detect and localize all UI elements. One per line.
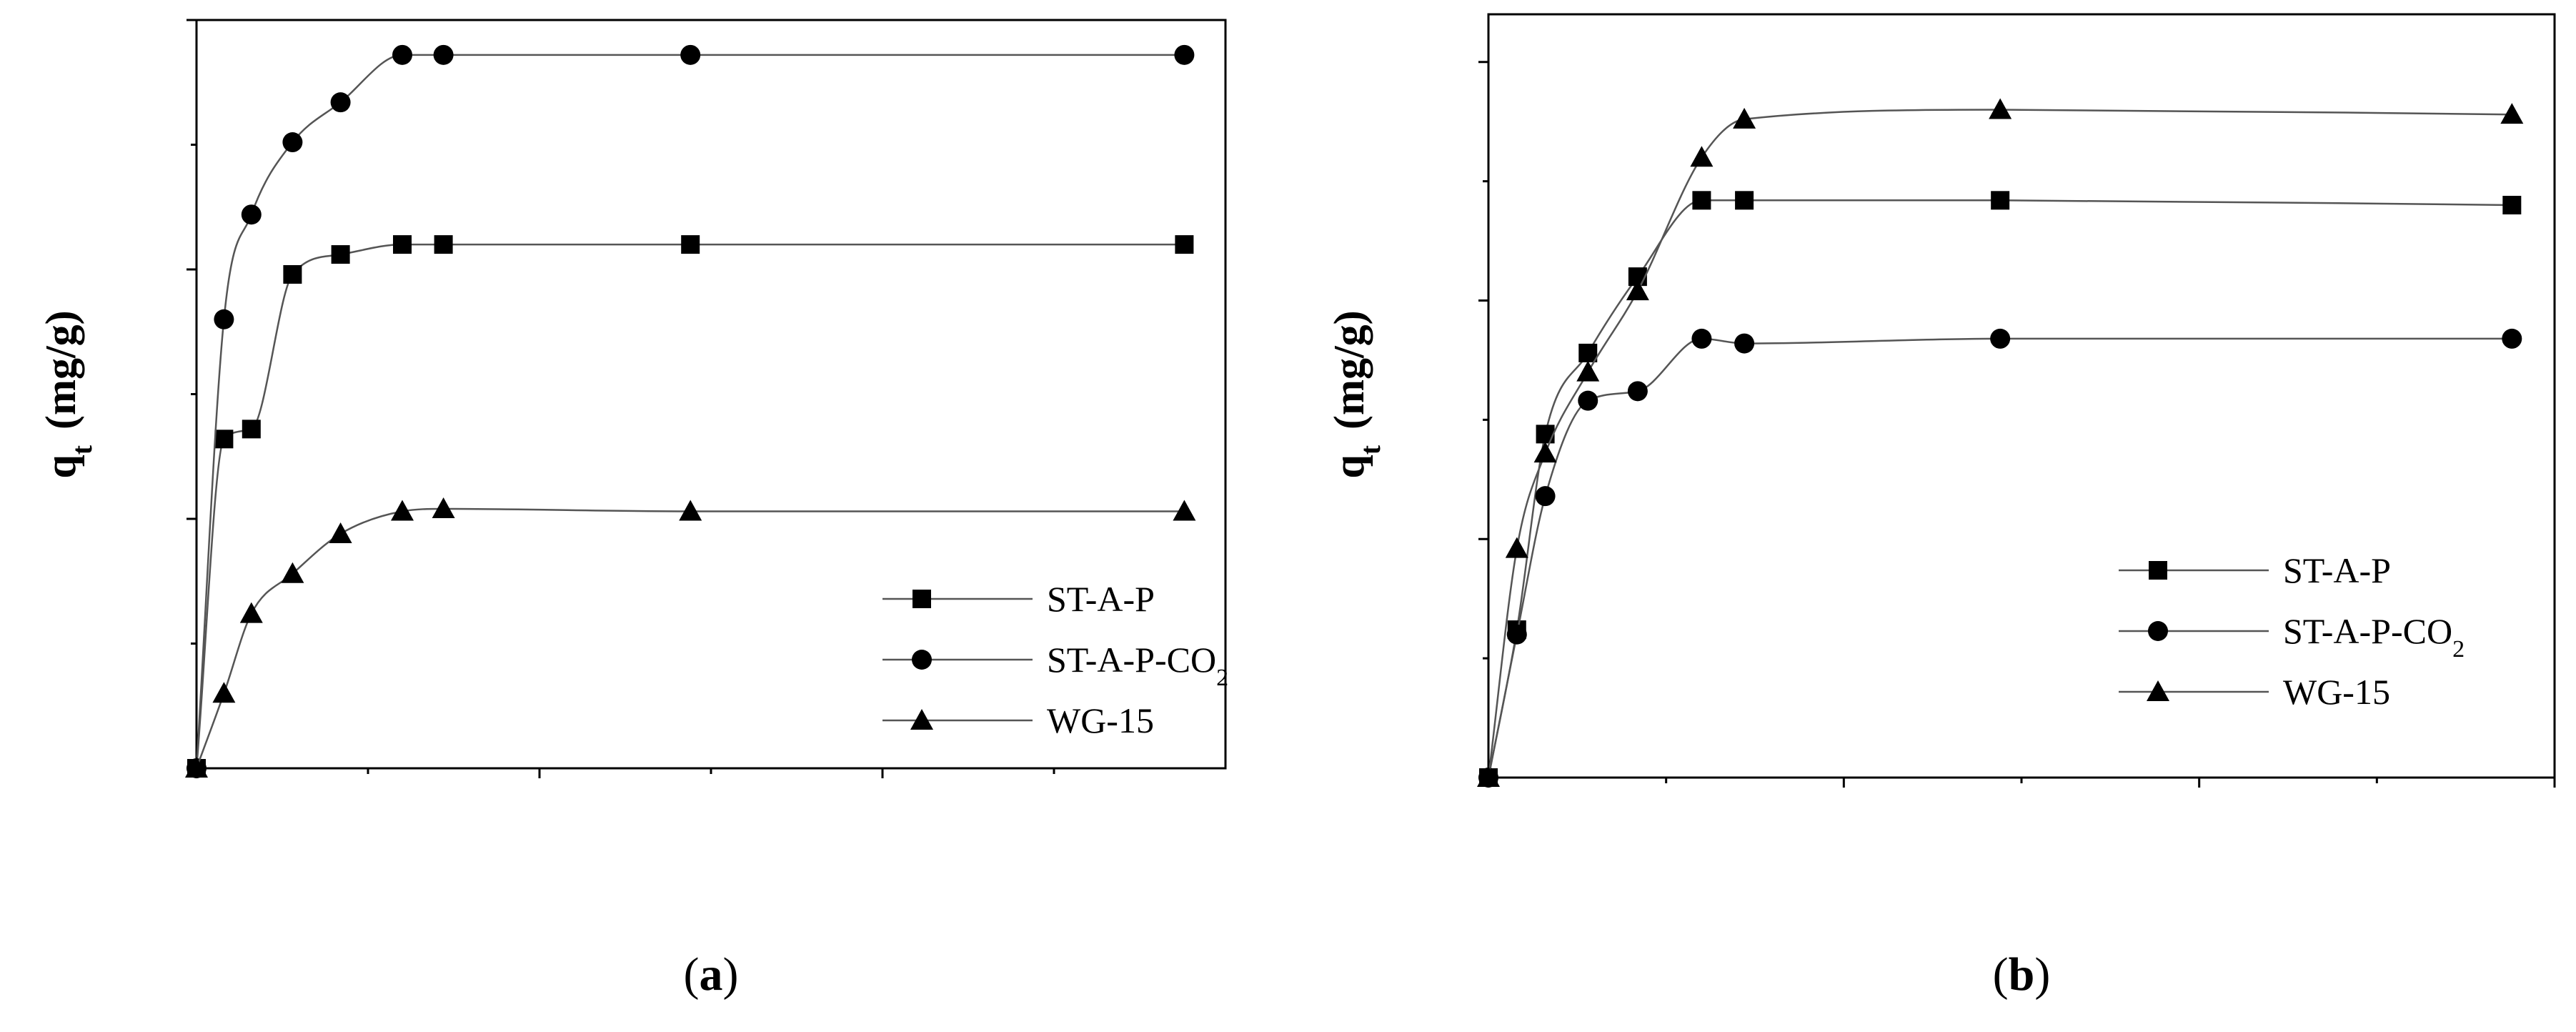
data-point <box>1576 360 1600 382</box>
panel-paren-close: ) <box>723 948 739 1001</box>
series-line <box>1487 199 2512 778</box>
data-point <box>239 602 263 623</box>
y-axis-label-unit: (mg/g) <box>1326 310 1373 430</box>
data-point <box>2500 103 2524 124</box>
plot-frame <box>1487 13 2556 779</box>
legend-marker <box>2148 621 2168 641</box>
y-axis-label: qt (mg/g) <box>37 310 98 478</box>
data-point <box>214 430 234 449</box>
data-point <box>1535 486 1556 507</box>
data-point <box>1990 328 2011 349</box>
data-point <box>434 235 453 254</box>
series-line <box>1487 337 2512 778</box>
series-st-a-p-co2 <box>187 44 1195 778</box>
series-wg-15 <box>185 497 1196 778</box>
data-point <box>1505 537 1528 558</box>
data-point <box>1626 279 1649 301</box>
y-axis-label-main: q <box>37 455 84 478</box>
legend: ST-A-P ST-A-P-CO2 WG-15 <box>2119 550 2465 712</box>
data-point <box>1989 98 2012 119</box>
legend-label: WG-15 <box>1047 700 1154 740</box>
data-point <box>392 44 412 65</box>
data-point <box>1734 333 1755 354</box>
data-point <box>1733 107 1756 129</box>
legend-marker <box>912 590 931 608</box>
series-line <box>1487 109 2512 778</box>
data-point <box>1174 44 1195 65</box>
y-axis-label-unit: (mg/g) <box>37 310 84 430</box>
data-point <box>1735 191 1754 210</box>
panel-paren-close: ) <box>2034 948 2050 1001</box>
data-point <box>1536 425 1555 444</box>
data-point <box>185 757 208 778</box>
panel-paren-open: ( <box>1993 948 2009 1001</box>
y-axis-label: qt (mg/g) <box>1326 310 1386 478</box>
data-point <box>281 562 304 583</box>
data-point <box>393 235 412 254</box>
data-point <box>330 92 351 113</box>
data-point <box>214 309 234 329</box>
data-point <box>1691 328 1712 349</box>
chart-b: qt (mg/g) ST-A-P ST-A-P-CO2 WG-15 (b) <box>1326 13 2556 1001</box>
data-point <box>1692 191 1711 210</box>
chart-a: qt (mg/g) ST-A-P ST-A-P-CO2 WG-15 (a) <box>37 19 1228 1001</box>
legend: ST-A-P ST-A-P-CO2 WG-15 <box>882 579 1228 740</box>
legend-marker <box>2147 680 2169 701</box>
data-point <box>1578 390 1598 411</box>
data-point <box>1477 766 1500 787</box>
series-wg-15 <box>1477 98 2524 787</box>
data-point <box>1578 343 1598 362</box>
data-point <box>1173 500 1196 521</box>
data-point <box>242 420 261 439</box>
legend-label-main: ST-A-P-CO <box>2283 611 2452 651</box>
data-point <box>679 500 702 521</box>
legend-marker <box>912 650 932 670</box>
data-point <box>2502 196 2522 214</box>
data-point <box>283 264 302 284</box>
legend-label-sub: 2 <box>2452 636 2465 663</box>
data-point <box>432 497 455 519</box>
legend-label: ST-A-P <box>1047 579 1155 619</box>
data-point <box>1690 146 1714 167</box>
data-point <box>282 132 303 153</box>
data-point <box>212 682 236 703</box>
panel-label: (b) <box>1993 948 2051 1001</box>
legend-label: ST-A-P-CO2 <box>2283 611 2465 663</box>
y-axis-label-sub: t <box>66 445 98 455</box>
data-point <box>680 44 701 65</box>
legend-label: WG-15 <box>2283 672 2390 712</box>
panel-label: (a) <box>684 948 739 1001</box>
legend-marker <box>910 709 933 730</box>
data-point <box>1991 191 2010 210</box>
legend-label-main: ST-A-P-CO <box>1047 640 1216 680</box>
data-point <box>241 204 262 225</box>
legend-label-sub: 2 <box>1216 665 1228 691</box>
data-point <box>681 235 700 254</box>
panel-letter: b <box>2009 948 2035 1001</box>
data-point <box>433 44 454 65</box>
y-axis-label-sub: t <box>1354 445 1386 455</box>
legend-label: ST-A-P-CO2 <box>1047 640 1228 691</box>
series-line <box>195 507 1185 769</box>
data-point <box>331 245 350 264</box>
panel-paren-open: ( <box>684 948 700 1001</box>
data-point <box>1175 235 1194 254</box>
data-point <box>1627 381 1648 402</box>
data-point <box>2502 328 2522 349</box>
data-point <box>1506 624 1527 645</box>
series-line <box>195 54 1185 769</box>
legend-marker <box>2149 561 2167 580</box>
legend-label: ST-A-P <box>2283 550 2391 590</box>
y-axis-label-main: q <box>1326 455 1373 478</box>
data-point <box>1533 442 1557 463</box>
panel-letter: a <box>700 948 723 1001</box>
data-point <box>391 500 414 521</box>
data-point <box>329 522 352 543</box>
series-st-a-p-co2 <box>1478 328 2522 788</box>
